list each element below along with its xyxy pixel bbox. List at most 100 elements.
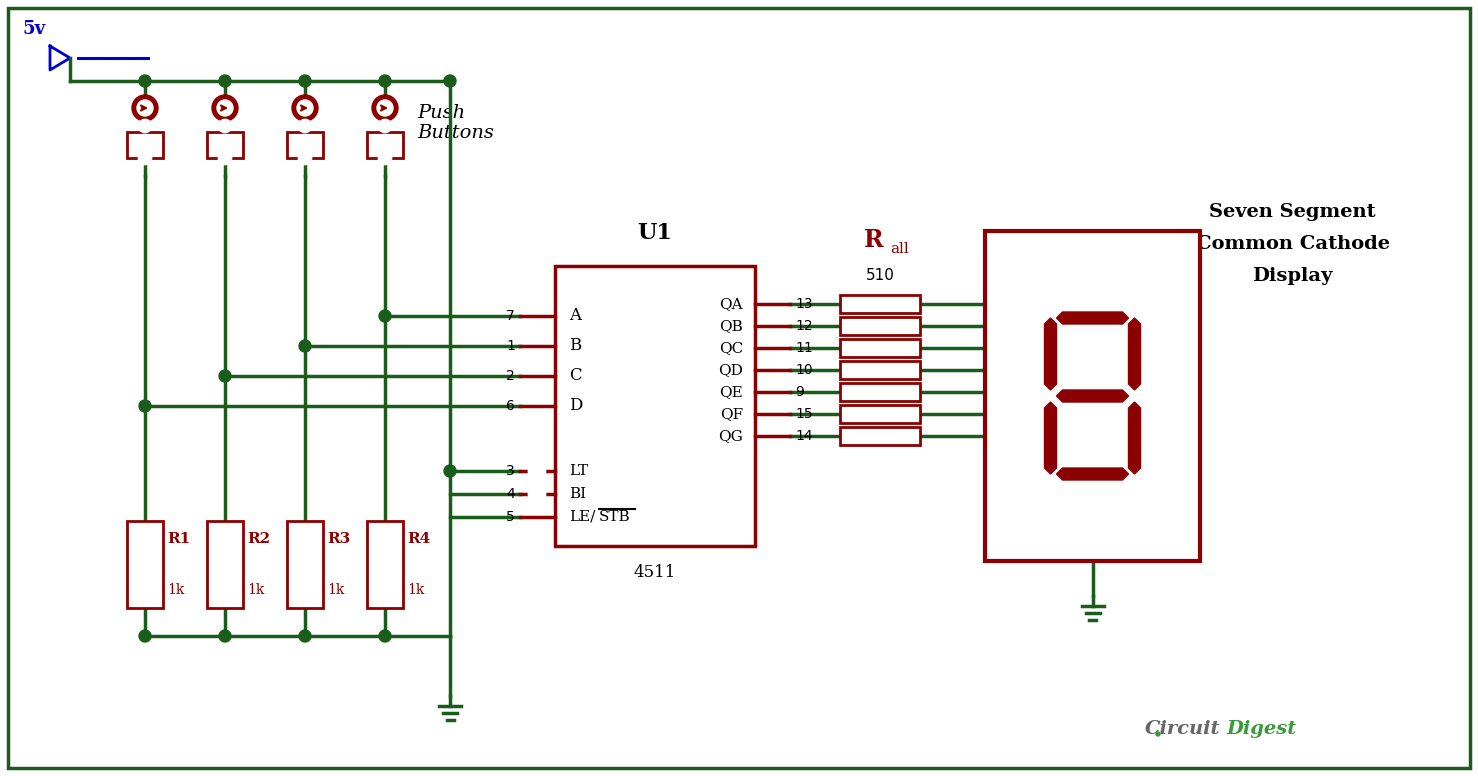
Circle shape	[377, 100, 393, 116]
Text: Digest: Digest	[1225, 720, 1296, 738]
Bar	[840, 361, 919, 379]
Polygon shape	[1057, 468, 1129, 480]
Circle shape	[297, 100, 313, 116]
Bar	[287, 132, 324, 158]
Circle shape	[299, 75, 310, 87]
Bar	[127, 521, 163, 608]
Circle shape	[372, 95, 398, 121]
Bar	[840, 427, 919, 445]
Text: 6: 6	[505, 399, 514, 413]
Polygon shape	[1129, 402, 1141, 474]
Text: 1k: 1k	[406, 583, 424, 597]
Text: 1k: 1k	[247, 583, 265, 597]
Text: QC: QC	[718, 341, 743, 355]
Text: D: D	[569, 397, 582, 414]
Text: R1: R1	[167, 532, 191, 546]
Polygon shape	[1057, 390, 1129, 402]
Circle shape	[219, 630, 231, 642]
Polygon shape	[1057, 312, 1129, 324]
Bar	[367, 132, 403, 158]
Circle shape	[139, 75, 151, 87]
Text: 11: 11	[795, 341, 813, 355]
Text: LT: LT	[569, 464, 588, 478]
Text: 1k: 1k	[327, 583, 344, 597]
Circle shape	[378, 120, 392, 132]
Circle shape	[378, 75, 392, 87]
Circle shape	[132, 95, 158, 121]
Circle shape	[378, 152, 392, 164]
Circle shape	[139, 400, 151, 412]
Text: B: B	[569, 338, 581, 355]
Bar	[207, 132, 242, 158]
Text: 5v: 5v	[22, 20, 46, 38]
Circle shape	[378, 310, 392, 322]
Text: 9: 9	[795, 385, 804, 399]
Text: R2: R2	[247, 532, 270, 546]
Circle shape	[217, 100, 234, 116]
Circle shape	[529, 486, 545, 502]
Text: A: A	[569, 307, 581, 324]
Text: 12: 12	[795, 319, 813, 333]
Text: STB: STB	[599, 510, 631, 524]
Circle shape	[299, 120, 310, 132]
Circle shape	[1156, 732, 1160, 736]
Circle shape	[293, 95, 318, 121]
Text: Seven Segment: Seven Segment	[1209, 203, 1376, 221]
Bar	[840, 295, 919, 313]
Circle shape	[211, 95, 238, 121]
Bar	[840, 405, 919, 423]
Text: LE/: LE/	[569, 510, 596, 524]
Circle shape	[299, 630, 310, 642]
Circle shape	[139, 120, 151, 132]
Text: Circuit: Circuit	[1145, 720, 1221, 738]
Circle shape	[219, 75, 231, 87]
Text: 14: 14	[795, 429, 813, 443]
Bar	[840, 339, 919, 357]
Text: R3: R3	[327, 532, 350, 546]
Bar	[207, 521, 242, 608]
Text: QF: QF	[720, 407, 743, 421]
Text: Common Cathode: Common Cathode	[1196, 235, 1389, 253]
Text: 10: 10	[795, 363, 813, 377]
Polygon shape	[1045, 402, 1057, 474]
Bar	[367, 521, 403, 608]
Circle shape	[443, 75, 457, 87]
Text: BI: BI	[569, 487, 587, 501]
Circle shape	[529, 463, 545, 479]
Text: Push
Buttons: Push Buttons	[417, 104, 494, 143]
Text: 15: 15	[795, 407, 813, 421]
Bar	[840, 383, 919, 401]
Text: QB: QB	[720, 319, 743, 333]
Circle shape	[219, 152, 231, 164]
Circle shape	[139, 630, 151, 642]
Text: QE: QE	[720, 385, 743, 399]
Circle shape	[378, 630, 392, 642]
Text: 1k: 1k	[167, 583, 185, 597]
Circle shape	[137, 100, 154, 116]
Text: 4: 4	[507, 487, 514, 501]
Text: 2: 2	[507, 369, 514, 383]
Text: all: all	[890, 242, 909, 256]
Bar	[556, 266, 755, 546]
Text: 510: 510	[866, 268, 894, 283]
Text: QD: QD	[718, 363, 743, 377]
Text: 5: 5	[507, 510, 514, 524]
Polygon shape	[1045, 318, 1057, 390]
Text: R: R	[865, 228, 884, 252]
Text: 7: 7	[507, 309, 514, 323]
Text: Display: Display	[1252, 267, 1333, 285]
Circle shape	[299, 152, 310, 164]
Text: U1: U1	[637, 222, 672, 244]
Text: C: C	[569, 368, 582, 384]
Bar	[840, 317, 919, 335]
Text: R4: R4	[406, 532, 430, 546]
Circle shape	[299, 340, 310, 352]
Text: QG: QG	[718, 429, 743, 443]
Circle shape	[219, 370, 231, 382]
Circle shape	[443, 465, 457, 477]
Text: 3: 3	[507, 464, 514, 478]
Bar	[127, 132, 163, 158]
Text: 4511: 4511	[634, 564, 677, 581]
Bar	[984, 231, 1200, 561]
Polygon shape	[1129, 318, 1141, 390]
